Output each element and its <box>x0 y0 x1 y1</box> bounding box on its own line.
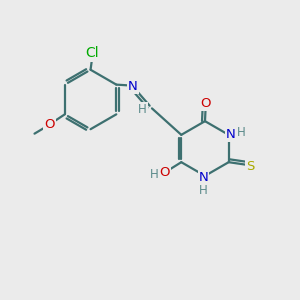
Text: Cl: Cl <box>85 46 99 60</box>
Text: O: O <box>44 118 55 131</box>
Text: N: N <box>128 80 137 93</box>
Text: N: N <box>226 128 236 141</box>
Text: S: S <box>246 160 255 172</box>
Text: O: O <box>200 98 211 110</box>
Text: O: O <box>160 166 170 179</box>
Text: H: H <box>150 168 159 181</box>
Text: H: H <box>199 184 208 196</box>
Text: H: H <box>237 126 245 139</box>
Text: N: N <box>199 171 208 184</box>
Text: H: H <box>138 103 147 116</box>
